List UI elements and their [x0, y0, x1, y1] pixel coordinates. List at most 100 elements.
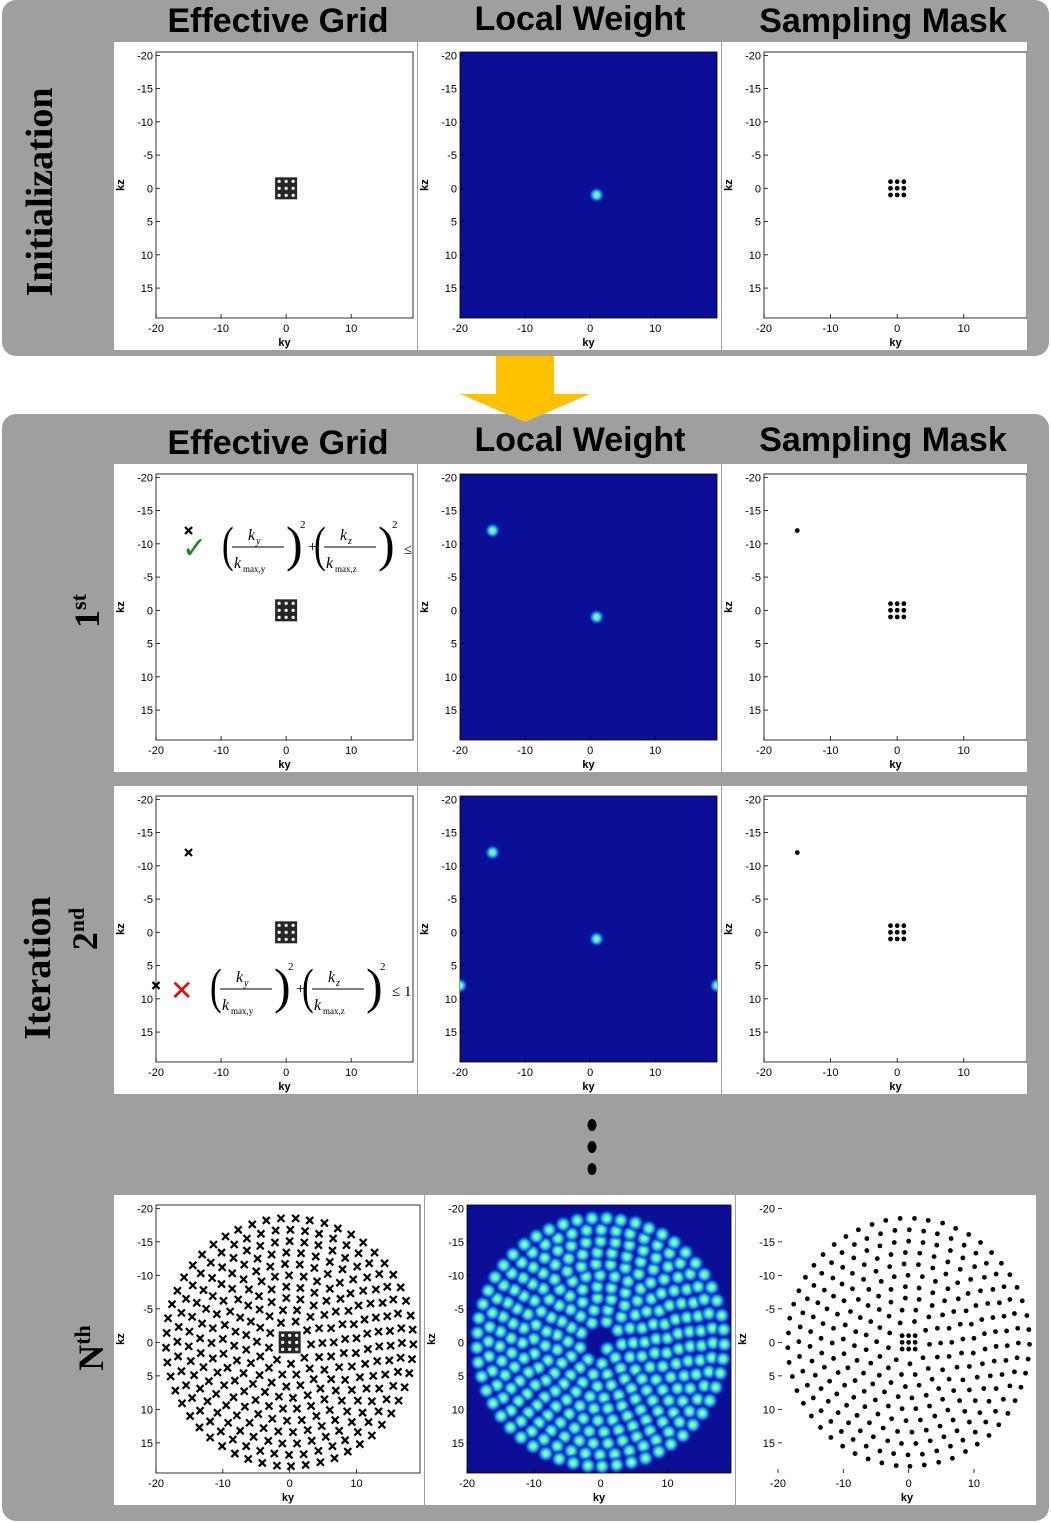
grid-hole	[277, 923, 281, 927]
grid-cross-mark	[374, 1407, 383, 1416]
y-tick-label: 10	[749, 994, 761, 1006]
grid-cross-mark	[397, 1324, 406, 1333]
grid-cross-mark	[282, 1382, 291, 1391]
plot-init-sampling-mask-svg: -20 -10 0 10 -20 -15 -10 -5 0 5 10 15 ky kz	[723, 50, 1027, 349]
numerator-subscript: y	[255, 536, 261, 547]
weight-blob	[470, 1309, 489, 1328]
x-tick-label: -20	[459, 1478, 475, 1490]
axes-frame	[763, 473, 1027, 741]
sample-point	[897, 1320, 903, 1326]
sample-point	[877, 1325, 883, 1331]
x-tick-label: -10	[517, 323, 533, 335]
grid-cross-mark	[216, 1427, 226, 1436]
numerator: k	[328, 969, 336, 986]
grid-cross-mark	[314, 1446, 323, 1456]
grid-cross-mark	[274, 1392, 284, 1401]
weight-background	[460, 796, 717, 1062]
y-tick-label: 0	[451, 927, 457, 939]
sample-point	[917, 1417, 923, 1423]
sample-point	[901, 192, 907, 198]
grid-cross-mark	[340, 1435, 350, 1445]
plot-2nd-sampling-mask-svg: -20 -10 0 10 -20 -15 -10 -5 0 5 10 15 ky kz	[723, 794, 1027, 1093]
grid-cross-mark	[213, 1408, 222, 1417]
exponent: 2	[380, 961, 386, 973]
plot-init-local-weight-svg: -20 -10 0 10 -20 -15 -10 -5 0 5 10 15 ky kz	[419, 50, 718, 349]
grid-cross-mark	[223, 1363, 232, 1373]
sample-point	[851, 1394, 857, 1400]
grid-cross-mark	[221, 1401, 231, 1410]
y-tick-label: 15	[445, 1027, 457, 1039]
grid-cross-mark	[265, 1311, 274, 1321]
grid-cross-mark	[288, 1427, 298, 1437]
grid-cross-mark	[197, 1250, 207, 1259]
weight-blob	[578, 1456, 597, 1473]
x-tick-label: -20	[756, 1067, 772, 1079]
y-tick-label: 5	[147, 217, 153, 229]
grid-cross-mark	[384, 1356, 394, 1365]
grid-cross-mark	[397, 1338, 407, 1348]
sample-point	[869, 1222, 875, 1227]
sample-point	[925, 1218, 931, 1223]
grid-cross-mark	[217, 1279, 226, 1289]
sample-point	[949, 1339, 955, 1345]
sample-point	[872, 1397, 878, 1403]
sample-point	[959, 1350, 964, 1356]
sample-point	[906, 1227, 912, 1233]
sample-point	[874, 1339, 880, 1345]
sample-point	[902, 1295, 908, 1301]
y-tick-label: -5	[447, 572, 457, 584]
grid-cross-mark	[264, 1343, 274, 1352]
y-axis-label: kz	[723, 179, 735, 191]
grid-cross-mark	[326, 1374, 336, 1384]
sample-point	[804, 1296, 810, 1302]
y-tick-label: 15	[445, 705, 457, 717]
sample-point	[865, 1303, 871, 1308]
y-tick-label: -5	[143, 572, 153, 584]
sample-point	[841, 1298, 847, 1304]
grid-hole	[277, 179, 281, 183]
sample-point	[870, 1434, 876, 1440]
sample-point	[901, 929, 907, 935]
y-tick-label: -5	[751, 150, 761, 162]
grid-cross-mark	[246, 1358, 256, 1368]
grid-cross-mark	[286, 1359, 296, 1369]
sample-point	[840, 1336, 846, 1342]
x-tick-label: 0	[587, 1067, 593, 1079]
sample-point	[1012, 1311, 1017, 1316]
x-axis-label: ky	[593, 1492, 606, 1504]
weight-blob	[709, 977, 717, 994]
sample-point	[950, 1417, 956, 1423]
sample-point	[1025, 1356, 1031, 1362]
sample-point	[1024, 1313, 1030, 1318]
sample-point	[1007, 1272, 1013, 1278]
grid-cross-mark	[230, 1449, 240, 1458]
sample-point	[963, 1449, 968, 1454]
sample-point	[913, 1307, 919, 1313]
grid-cross-mark	[307, 1436, 317, 1446]
weight-blob	[484, 844, 501, 861]
sample-point	[892, 1228, 898, 1233]
y-tick-label: 0	[769, 1337, 775, 1349]
x-tick-label: 0	[283, 745, 289, 757]
sample-point	[949, 1455, 955, 1461]
sample-point	[901, 601, 907, 607]
sample-point	[934, 1354, 940, 1360]
sample-point	[861, 1388, 867, 1394]
sample-point	[906, 1333, 912, 1339]
sample-point	[785, 1345, 791, 1351]
sample-point	[895, 1429, 900, 1434]
sample-point	[794, 528, 800, 533]
grid-cross-mark	[184, 526, 193, 535]
weight-blob	[540, 1220, 559, 1239]
y-tick-label: 0	[147, 605, 153, 617]
sample-point	[993, 1408, 998, 1414]
grid-cross-mark	[388, 1295, 398, 1304]
weight-blob	[588, 186, 605, 203]
grid-cross-mark	[205, 1433, 215, 1442]
y-axis-label: kz	[419, 179, 431, 191]
axes-frame	[763, 51, 1027, 319]
grid-cross-mark	[240, 1402, 250, 1411]
grid-cross-mark	[260, 1387, 270, 1397]
grid-cross-mark	[286, 1462, 296, 1471]
sample-point	[876, 1307, 882, 1312]
